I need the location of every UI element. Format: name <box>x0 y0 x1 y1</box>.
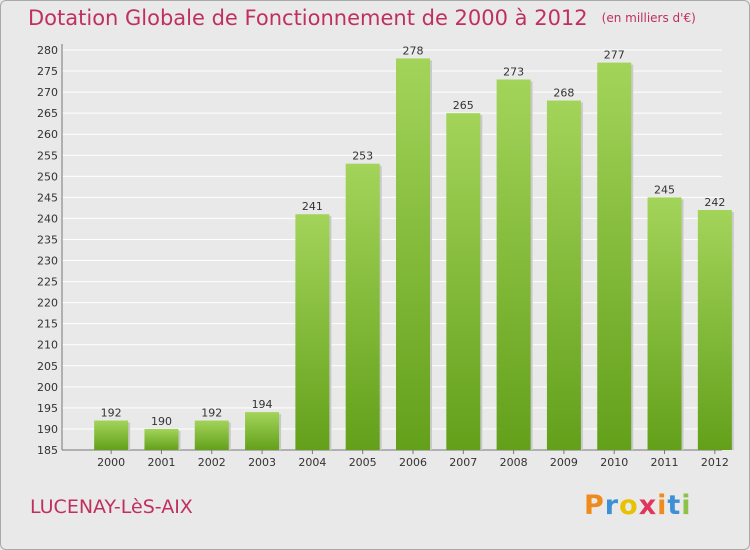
data-label: 277 <box>604 49 625 62</box>
y-tick-label: 220 <box>37 297 58 310</box>
data-label: 265 <box>453 99 474 112</box>
bar <box>194 420 229 450</box>
chart-title: Dotation Globale de Fonctionnement de 20… <box>28 6 696 30</box>
bar <box>295 214 330 450</box>
y-tick-label: 245 <box>37 191 58 204</box>
y-tick-label: 235 <box>37 233 58 246</box>
x-tick-label: 2002 <box>198 456 226 469</box>
y-tick-label: 240 <box>37 212 58 225</box>
x-tick-label: 2007 <box>449 456 477 469</box>
y-tick-label: 265 <box>37 107 58 120</box>
proxiti-logo: Proxiti <box>584 490 692 521</box>
bar <box>446 113 481 450</box>
bar <box>597 62 632 450</box>
y-tick-label: 270 <box>37 86 58 99</box>
y-tick-label: 230 <box>37 255 58 268</box>
logo-letter: i <box>657 490 668 521</box>
bar <box>546 100 581 451</box>
x-tick-label: 2006 <box>399 456 427 469</box>
y-tick-label: 215 <box>37 318 58 331</box>
data-label: 278 <box>403 44 424 57</box>
x-tick-label: 2001 <box>147 456 175 469</box>
data-label: 245 <box>654 183 675 196</box>
data-label: 192 <box>101 407 122 420</box>
data-label: 253 <box>352 150 373 163</box>
data-label: 192 <box>201 407 222 420</box>
data-label: 190 <box>151 415 172 428</box>
x-tick-label: 2008 <box>500 456 528 469</box>
y-tick-label: 200 <box>37 381 58 394</box>
bar <box>396 58 430 450</box>
bar <box>647 197 682 450</box>
bar <box>144 428 179 450</box>
logo-letter: x <box>638 490 658 521</box>
x-tick-label: 2003 <box>248 456 276 469</box>
y-tick-label: 255 <box>37 149 58 162</box>
x-tick-label: 2005 <box>349 456 377 469</box>
x-tick-label: 2011 <box>651 456 679 469</box>
logo-letter: t <box>667 490 682 521</box>
data-label: 242 <box>704 196 725 209</box>
data-label: 268 <box>553 87 574 100</box>
logo-letter: i <box>681 490 692 521</box>
bar <box>697 210 732 450</box>
x-tick-label: 2012 <box>701 456 729 469</box>
y-tick-label: 185 <box>37 444 58 457</box>
bar <box>496 79 531 450</box>
logo-letter: o <box>619 490 639 521</box>
y-tick-label: 190 <box>37 423 58 436</box>
y-tick-label: 195 <box>37 402 58 415</box>
chart-subtitle: (en milliers d'€) <box>601 11 696 25</box>
logo-letter: r <box>604 490 620 521</box>
y-tick-label: 210 <box>37 339 58 352</box>
data-label: 241 <box>302 200 323 213</box>
data-label: 194 <box>252 398 273 411</box>
x-tick-label: 2010 <box>600 456 628 469</box>
x-tick-label: 2009 <box>550 456 578 469</box>
chart-title-text: Dotation Globale de Fonctionnement de 20… <box>28 6 588 30</box>
logo-letter: P <box>584 490 605 521</box>
y-tick-label: 205 <box>37 360 58 373</box>
bar <box>94 420 129 450</box>
y-tick-label: 250 <box>37 170 58 183</box>
y-tick-label: 280 <box>37 44 58 57</box>
x-tick-label: 2000 <box>97 456 125 469</box>
bar <box>345 163 380 450</box>
bar <box>245 412 280 450</box>
commune-name: LUCENAY-LèS-AIX <box>30 496 193 518</box>
data-label: 273 <box>503 65 524 78</box>
y-tick-label: 275 <box>37 65 58 78</box>
y-tick-label: 225 <box>37 276 58 289</box>
y-tick-label: 260 <box>37 128 58 141</box>
x-tick-label: 2004 <box>298 456 326 469</box>
